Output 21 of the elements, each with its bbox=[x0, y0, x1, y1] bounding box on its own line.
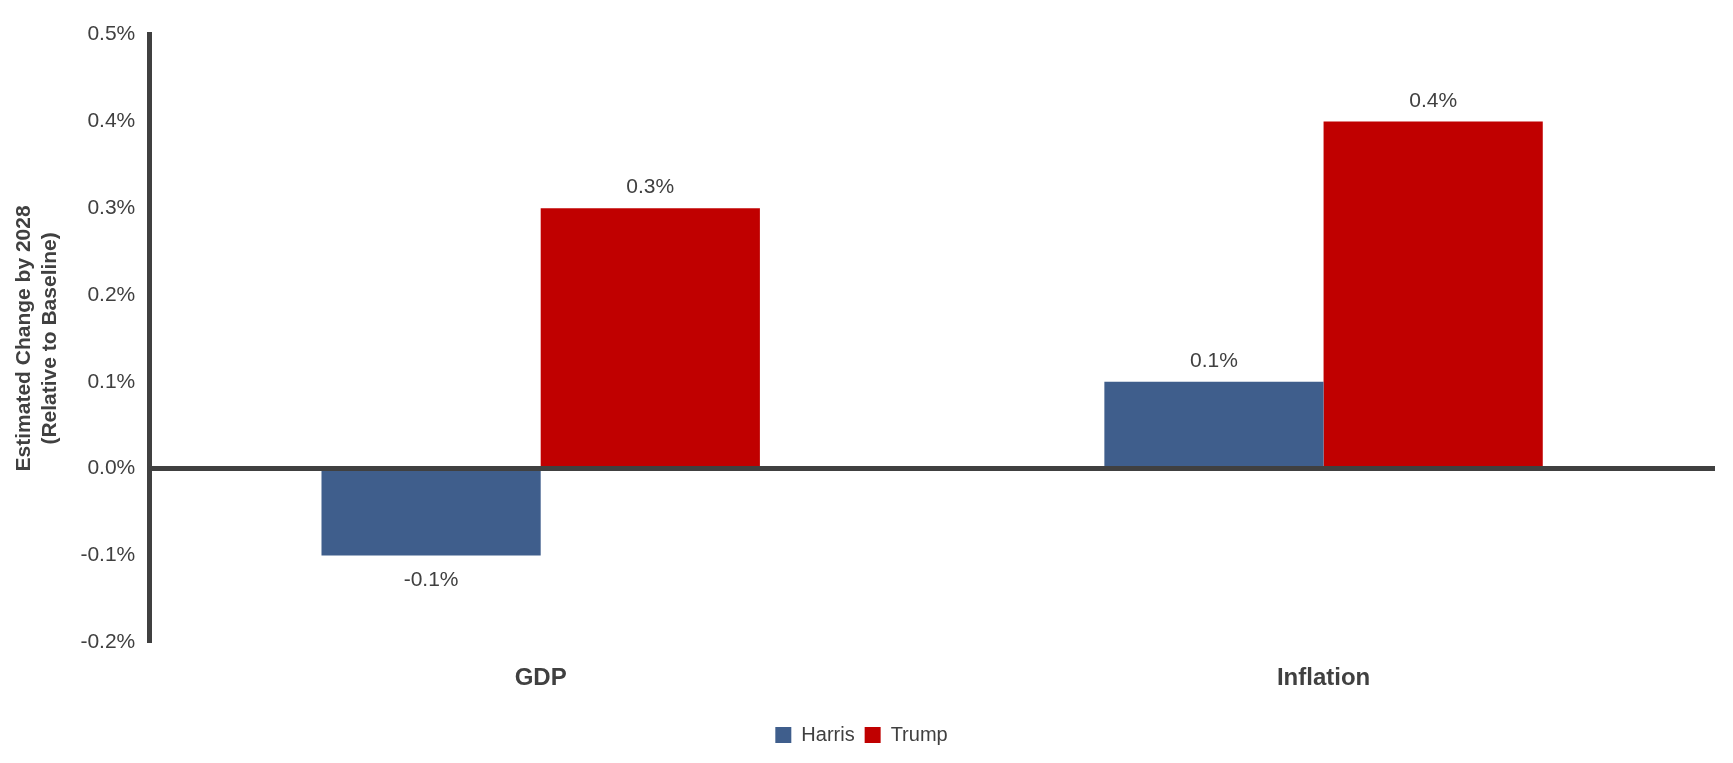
bar bbox=[321, 468, 541, 556]
bar bbox=[540, 208, 760, 469]
data-label: 0.1% bbox=[1190, 348, 1238, 372]
data-label: 0.3% bbox=[626, 174, 675, 198]
legend-label: Harris bbox=[801, 722, 855, 745]
x-tick-label: Inflation bbox=[1276, 663, 1371, 691]
y-tick-label: -0.1% bbox=[80, 542, 136, 566]
y-tick-label: 0.3% bbox=[87, 195, 136, 218]
y-tick-label: -0.2% bbox=[80, 629, 136, 652]
y-tick-label: 0.5% bbox=[87, 21, 136, 45]
y-tick-label: 0.1% bbox=[87, 368, 136, 392]
y-axis-title: Estimated Change by 2028 (Relative to Baseline) bbox=[11, 205, 60, 472]
x-tick-label: GDP bbox=[514, 663, 567, 691]
y-tick-label: 0.0% bbox=[87, 455, 136, 479]
bar bbox=[1104, 381, 1324, 469]
y-tick-label: 0.2% bbox=[87, 281, 136, 305]
bar bbox=[1323, 121, 1543, 469]
y-tick-label: 0.4% bbox=[87, 108, 136, 132]
data-label: -0.1% bbox=[403, 566, 459, 590]
data-label: 0.4% bbox=[1409, 87, 1458, 111]
legend-label: Trump bbox=[890, 722, 948, 745]
